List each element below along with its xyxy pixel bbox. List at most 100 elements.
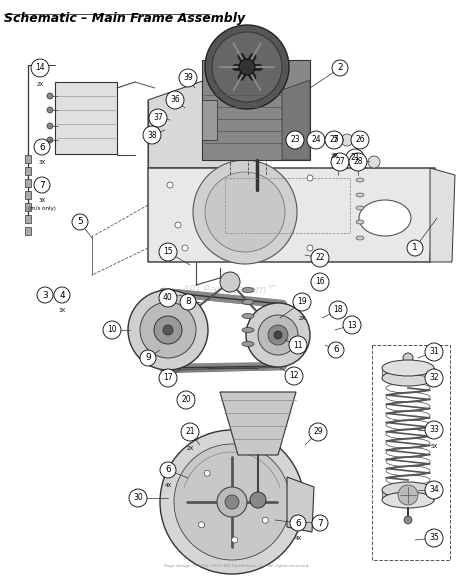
- Ellipse shape: [359, 200, 411, 236]
- Circle shape: [47, 93, 53, 99]
- Polygon shape: [202, 100, 217, 140]
- Text: 34: 34: [429, 486, 439, 494]
- Circle shape: [311, 249, 329, 267]
- Circle shape: [160, 430, 304, 574]
- Text: 25: 25: [329, 135, 339, 145]
- Text: 32: 32: [429, 373, 439, 383]
- Bar: [382, 490, 434, 500]
- Polygon shape: [148, 68, 245, 168]
- Ellipse shape: [382, 360, 434, 376]
- Circle shape: [204, 470, 210, 477]
- Text: 3X: 3X: [58, 308, 65, 313]
- Circle shape: [220, 272, 240, 292]
- Circle shape: [160, 462, 176, 478]
- Circle shape: [346, 149, 364, 167]
- Text: 36: 36: [170, 96, 180, 104]
- Circle shape: [268, 325, 288, 345]
- Text: 1: 1: [412, 244, 418, 252]
- Circle shape: [325, 134, 337, 146]
- Text: 2: 2: [337, 64, 343, 72]
- Circle shape: [289, 134, 301, 146]
- Circle shape: [286, 131, 304, 149]
- Bar: [25, 167, 31, 175]
- Circle shape: [128, 290, 208, 370]
- Text: 33: 33: [429, 426, 439, 434]
- Polygon shape: [148, 168, 435, 262]
- Text: 27: 27: [335, 157, 345, 167]
- Circle shape: [179, 69, 197, 87]
- Text: 11: 11: [293, 340, 303, 350]
- Circle shape: [193, 160, 297, 264]
- Circle shape: [239, 59, 255, 75]
- Circle shape: [329, 301, 347, 319]
- Circle shape: [72, 214, 88, 230]
- Circle shape: [129, 489, 147, 507]
- Circle shape: [285, 367, 303, 385]
- Circle shape: [258, 315, 298, 355]
- Circle shape: [250, 492, 266, 508]
- Ellipse shape: [382, 370, 434, 386]
- Text: 7: 7: [332, 135, 338, 145]
- Circle shape: [425, 481, 443, 499]
- Polygon shape: [287, 477, 314, 532]
- Ellipse shape: [356, 193, 364, 197]
- Text: 29: 29: [313, 427, 323, 437]
- Text: 3: 3: [42, 291, 48, 299]
- Text: Page design © 2004–2013 ARI PartStream, Inc. All rights reserved.: Page design © 2004–2013 ARI PartStream, …: [164, 564, 310, 568]
- Circle shape: [212, 32, 282, 102]
- Circle shape: [307, 245, 313, 251]
- Text: 12: 12: [289, 372, 299, 380]
- Circle shape: [307, 134, 319, 146]
- Polygon shape: [282, 80, 310, 160]
- Circle shape: [307, 175, 313, 181]
- Text: 4: 4: [59, 291, 65, 299]
- Circle shape: [307, 131, 325, 149]
- Text: 21: 21: [350, 153, 360, 163]
- Circle shape: [166, 91, 184, 109]
- Text: 2X: 2X: [186, 446, 193, 451]
- Circle shape: [154, 316, 182, 344]
- Text: 2X: 2X: [36, 82, 44, 87]
- Circle shape: [232, 537, 237, 543]
- Text: 19: 19: [297, 298, 307, 306]
- Circle shape: [163, 325, 173, 335]
- Circle shape: [47, 107, 53, 113]
- Circle shape: [174, 444, 290, 560]
- Text: 6: 6: [295, 519, 301, 527]
- Text: 21: 21: [185, 427, 195, 437]
- Text: 8: 8: [185, 298, 191, 306]
- Circle shape: [356, 134, 368, 146]
- Text: 15: 15: [163, 247, 173, 256]
- Ellipse shape: [242, 288, 254, 292]
- Circle shape: [328, 342, 344, 358]
- Bar: [225, 178, 350, 233]
- Ellipse shape: [356, 236, 364, 240]
- Text: 37: 37: [153, 113, 163, 123]
- Circle shape: [349, 153, 367, 171]
- Text: 28: 28: [353, 157, 363, 167]
- Circle shape: [398, 485, 418, 505]
- Circle shape: [182, 245, 188, 251]
- Text: 6: 6: [333, 346, 339, 354]
- Text: 7: 7: [39, 181, 45, 189]
- Text: 30: 30: [133, 493, 143, 503]
- Ellipse shape: [382, 482, 434, 498]
- Text: 4X: 4X: [294, 536, 301, 541]
- Text: Schematic – Main Frame Assembly: Schematic – Main Frame Assembly: [4, 12, 245, 25]
- Bar: [25, 155, 31, 163]
- Circle shape: [180, 294, 196, 310]
- Circle shape: [425, 421, 443, 439]
- Bar: [25, 215, 31, 223]
- Circle shape: [34, 177, 50, 193]
- Text: 35: 35: [429, 533, 439, 543]
- Circle shape: [289, 336, 307, 354]
- Circle shape: [205, 172, 285, 252]
- Circle shape: [290, 515, 306, 531]
- Bar: [55, 82, 117, 154]
- Ellipse shape: [242, 299, 254, 305]
- Circle shape: [47, 123, 53, 129]
- Text: (m/s only): (m/s only): [28, 206, 56, 211]
- Text: 13: 13: [347, 321, 357, 329]
- Circle shape: [293, 293, 311, 311]
- Text: 20: 20: [181, 395, 191, 405]
